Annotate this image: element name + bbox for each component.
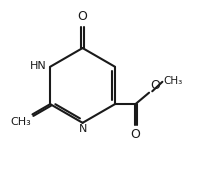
Text: HN: HN — [29, 61, 46, 71]
Text: CH₃: CH₃ — [11, 117, 32, 127]
Text: CH₃: CH₃ — [163, 77, 182, 87]
Text: N: N — [79, 124, 87, 134]
Text: O: O — [131, 128, 140, 141]
Text: O: O — [78, 10, 88, 23]
Text: O: O — [150, 79, 160, 92]
